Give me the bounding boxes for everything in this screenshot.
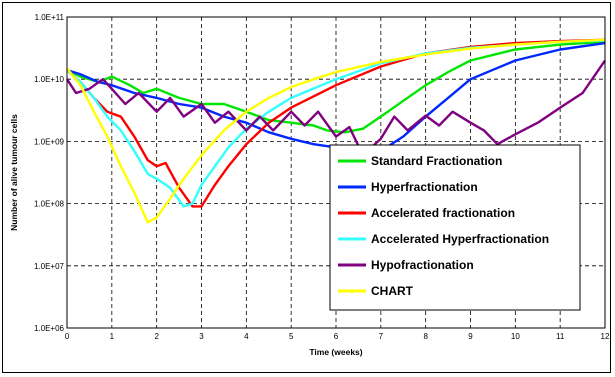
- x-axis-title: Time (weeks): [309, 347, 362, 357]
- x-tick-label: 11: [556, 332, 565, 341]
- x-tick-label: 10: [511, 332, 520, 341]
- x-tick-label: 12: [601, 332, 610, 341]
- y-tick-label: 1.0E+11: [35, 13, 65, 22]
- x-tick-label: 2: [154, 332, 159, 341]
- legend-label: CHART: [371, 284, 414, 298]
- line-chart: 0 1 2 3 4 5 6 7 8 9 10 11 121.0E+061.0E+071.0E+081.0…: [9, 13, 610, 357]
- y-tick-label: 1.0E+07: [34, 262, 65, 271]
- y-tick-label: 1.0E+10: [34, 75, 65, 84]
- x-tick-label: 1: [110, 332, 115, 341]
- series-line-5: [66, 38, 606, 224]
- series-line-0: [66, 40, 606, 134]
- x-tick-label: 9: [468, 332, 473, 341]
- x-tick-label: 5: [289, 332, 294, 341]
- x-tick-label: 7: [379, 332, 384, 341]
- y-axis-title: Number of alive tumour cells: [9, 114, 19, 231]
- x-tick-label: 6: [334, 332, 339, 341]
- x-tick-label: 8: [423, 332, 428, 341]
- series-lines: [65, 38, 606, 224]
- legend: Standard Fractionation Hyperfractionation…: [329, 144, 581, 311]
- x-tick-label: 3: [199, 332, 204, 341]
- legend-label: Hypofractionation: [371, 258, 474, 272]
- series-line-1: [66, 41, 606, 153]
- legend-items: Standard Fractionation Hyperfractionation…: [338, 154, 549, 298]
- legend-label: Standard Fractionation: [371, 154, 502, 168]
- series-line-4: [65, 59, 606, 157]
- chart-frame: 0 1 2 3 4 5 6 7 8 9 10 11 12 1.0E+06 1.0E+07 1.0E+08 1.0…: [2, 2, 611, 373]
- legend-label: Hyperfractionation: [371, 180, 478, 194]
- y-tick-label: 1.0E+09: [34, 137, 65, 146]
- y-tick-label: 1.0E+08: [34, 200, 65, 209]
- x-tick-label: 0: [65, 332, 70, 341]
- x-tick-label: 4: [244, 332, 249, 341]
- y-tick-label: 1.0E+06: [34, 324, 65, 333]
- tick-labels: 0 1 2 3 4 5 6 7 8 9 10 11 121.0E+061.0E+071.0E+081.0…: [34, 13, 610, 341]
- plot-area-border: [66, 16, 606, 329]
- legend-label: Accelerated Hyperfractionation: [371, 232, 549, 246]
- legend-box: [329, 144, 581, 311]
- legend-label: Accelerated fractionation: [371, 206, 515, 220]
